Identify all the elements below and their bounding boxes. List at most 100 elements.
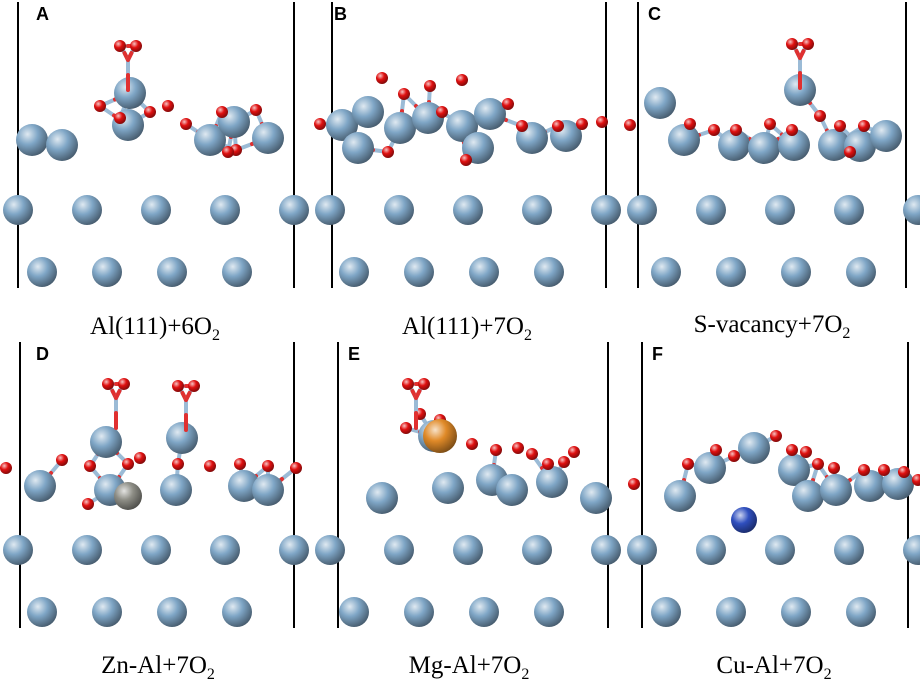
oxygen-atom (490, 444, 502, 456)
oxygen-atom (844, 146, 856, 158)
panel-letter: A (36, 4, 49, 24)
aluminum-atom (668, 124, 700, 156)
panel-letter: E (348, 344, 360, 364)
aluminum-atom (252, 474, 284, 506)
aluminum-atom (522, 195, 552, 225)
oxygen-atom (812, 458, 824, 470)
aluminum-atom (469, 597, 499, 627)
aluminum-atom (194, 124, 226, 156)
aluminum-atom (765, 535, 795, 565)
oxygen-atom (94, 100, 106, 112)
oxygen-atom (770, 430, 782, 442)
aluminum-atom (27, 597, 57, 627)
aluminum-atom (46, 129, 78, 161)
aluminum-atom (870, 120, 902, 152)
oxygen-atom (730, 124, 742, 136)
aluminum-atom (92, 597, 122, 627)
oxygen-atom (102, 378, 114, 390)
oxygen-atom (802, 38, 814, 50)
oxygen-atom (382, 146, 394, 158)
oxygen-atom (122, 458, 134, 470)
oxygen-atom (502, 98, 514, 110)
oxygen-atom (118, 378, 130, 390)
oxygen-atom (234, 458, 246, 470)
aluminum-atom (834, 535, 864, 565)
aluminum-atom (72, 195, 102, 225)
panel-e: E (315, 342, 621, 628)
oxygen-atom (466, 438, 478, 450)
oxygen-atom (912, 474, 920, 486)
aluminum-atom (765, 195, 795, 225)
caption-d: Zn-Al+7O2 (101, 652, 215, 683)
panel-d: D (0, 342, 309, 628)
aluminum-atom (534, 597, 564, 627)
bond (126, 51, 134, 62)
aluminum-atom (404, 597, 434, 627)
panel-f: F (627, 342, 920, 628)
oxygen-atom (216, 106, 228, 118)
caption-f: Cu-Al+7O2 (716, 652, 832, 683)
oxygen-atom (84, 460, 96, 472)
aluminum-atom (352, 96, 384, 128)
oxygen-atom (568, 446, 580, 458)
oxygen-atom (172, 380, 184, 392)
panel-letter: C (648, 4, 661, 24)
aluminum-atom (748, 132, 780, 164)
aluminum-atom (3, 195, 33, 225)
magnesium-atom (423, 419, 457, 453)
aluminum-atom (536, 466, 568, 498)
aluminum-atom (222, 257, 252, 287)
aluminum-atom (818, 129, 850, 161)
aluminum-atom (3, 535, 33, 565)
aluminum-atom (114, 77, 146, 109)
aluminum-atom (342, 132, 374, 164)
oxygen-atom (400, 422, 412, 434)
oxygen-atom (800, 446, 812, 458)
oxygen-atom (828, 462, 840, 474)
panel-c: C (624, 2, 920, 288)
aluminum-atom (412, 102, 444, 134)
aluminum-atom (24, 470, 56, 502)
aluminum-atom (474, 98, 506, 130)
oxygen-atom (290, 462, 302, 474)
aluminum-atom (279, 195, 309, 225)
aluminum-atom (664, 480, 696, 512)
bond (798, 49, 806, 60)
aluminum-atom (339, 597, 369, 627)
aluminum-atom (210, 535, 240, 565)
oxygen-atom (418, 378, 430, 390)
oxygen-atom (436, 106, 448, 118)
aluminum-atom (222, 597, 252, 627)
aluminum-atom (627, 195, 657, 225)
aluminum-atom (384, 535, 414, 565)
aluminum-atom (644, 87, 676, 119)
aluminum-atom (141, 535, 171, 565)
oxygen-atom (526, 448, 538, 460)
aluminum-atom (384, 195, 414, 225)
aluminum-atom (453, 535, 483, 565)
aluminum-atom (366, 482, 398, 514)
oxygen-atom (262, 460, 274, 472)
oxygen-atom (786, 38, 798, 50)
oxygen-atom (682, 458, 694, 470)
aluminum-atom (738, 432, 770, 464)
aluminum-atom (716, 597, 746, 627)
aluminum-atom (820, 474, 852, 506)
aluminum-atom (446, 110, 478, 142)
oxygen-atom (398, 88, 410, 100)
aluminum-atom (432, 472, 464, 504)
aluminum-atom (781, 257, 811, 287)
aluminum-atom (496, 474, 528, 506)
oxygen-atom (188, 380, 200, 392)
panel-letter: D (36, 344, 49, 364)
oxygen-atom (162, 100, 174, 112)
oxygen-atom (628, 478, 640, 490)
oxygen-atom (512, 442, 524, 454)
bond (114, 389, 122, 400)
aluminum-atom (716, 257, 746, 287)
aluminum-atom (210, 195, 240, 225)
aluminum-atom (591, 195, 621, 225)
aluminum-atom (591, 535, 621, 565)
aluminum-atom (694, 452, 726, 484)
oxygen-atom (204, 460, 216, 472)
